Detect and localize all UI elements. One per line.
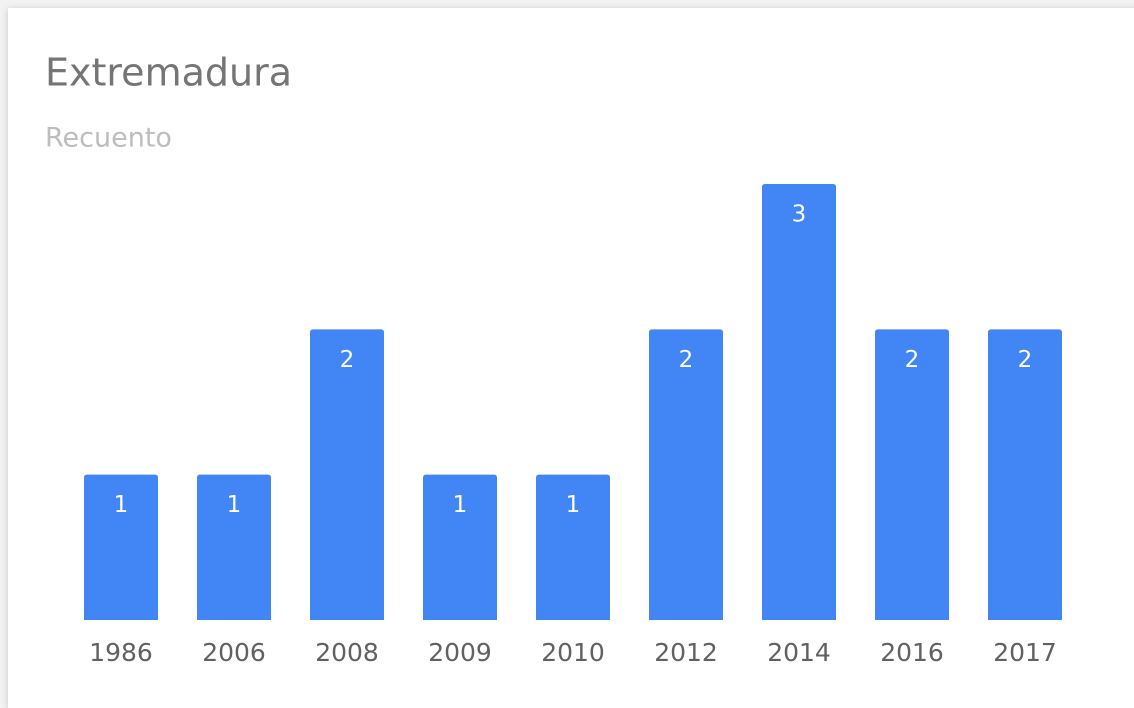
- value-label: 3: [792, 202, 807, 228]
- bar: [84, 474, 158, 620]
- x-tick-label: 2006: [202, 638, 266, 667]
- x-tick-label: 2008: [315, 638, 379, 667]
- bar: [423, 474, 497, 620]
- bar: [536, 474, 610, 620]
- x-tick-label: 2012: [654, 638, 718, 667]
- x-tick-label: 1986: [89, 638, 153, 667]
- chart-subtitle: Recuento: [45, 123, 172, 154]
- value-label: 2: [905, 347, 920, 373]
- bar: [649, 329, 723, 620]
- bar: [197, 474, 271, 620]
- value-label: 1: [566, 492, 581, 518]
- chart-title: Extremadura: [45, 51, 292, 95]
- value-label: 2: [340, 347, 355, 373]
- x-tick-label: 2017: [993, 638, 1057, 667]
- bar: [988, 329, 1062, 620]
- x-tick-label: 2009: [428, 638, 492, 667]
- x-tick-label: 2014: [767, 638, 831, 667]
- x-tick-label: 2010: [541, 638, 605, 667]
- x-tick-label: 2016: [880, 638, 944, 667]
- value-label: 2: [1018, 347, 1033, 373]
- value-label: 1: [114, 492, 129, 518]
- bar: [875, 329, 949, 620]
- value-label: 1: [227, 492, 242, 518]
- bar: [762, 184, 836, 620]
- bar: [310, 329, 384, 620]
- value-label: 2: [679, 347, 694, 373]
- value-label: 1: [453, 492, 468, 518]
